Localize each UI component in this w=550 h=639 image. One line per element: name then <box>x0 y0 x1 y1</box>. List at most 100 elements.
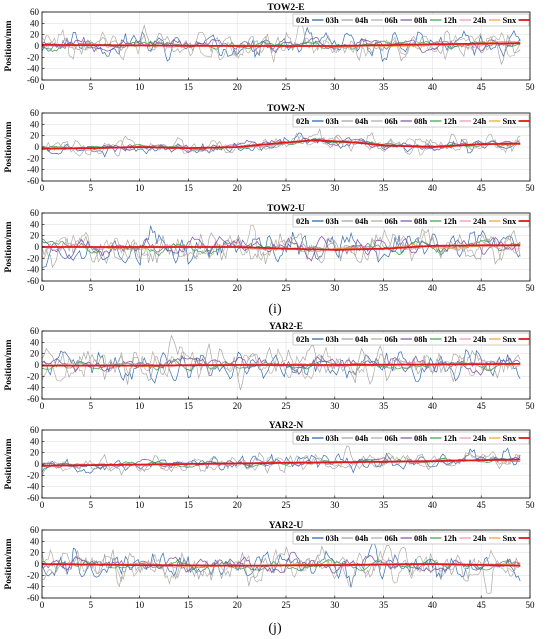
x-tick-label: 40 <box>428 283 438 293</box>
y-tick-label: -20 <box>27 52 39 62</box>
legend-label-12h: 12h <box>444 216 458 226</box>
y-tick-label: 60 <box>30 425 40 435</box>
y-tick-label: 60 <box>30 7 40 17</box>
y-tick-label: -60 <box>27 493 39 503</box>
y-axis-label: Position/mm <box>4 121 14 172</box>
x-tick-label: 35 <box>379 82 389 92</box>
legend-label-24h: 24h <box>473 533 487 543</box>
x-tick-label: 10 <box>135 183 145 193</box>
y-tick-label: -40 <box>27 265 39 275</box>
series-Snx <box>42 458 521 467</box>
legend-label-06h: 06h <box>385 533 399 543</box>
x-tick-label: 25 <box>282 401 292 411</box>
panel-tow2-u: 0 5 10 15 20 25 30 35 40 45 50-60-40-200204060Posi… <box>4 204 535 293</box>
x-tick-label: 10 <box>135 283 145 293</box>
panel-title: TOW2-U <box>267 204 305 214</box>
x-tick-label: 40 <box>428 401 438 411</box>
legend-label-08h: 08h <box>414 433 428 443</box>
legend-label-03h: 03h <box>326 334 340 344</box>
x-tick-label: 25 <box>282 500 292 510</box>
series-Snx <box>42 563 521 567</box>
y-tick-label: 40 <box>30 119 40 129</box>
legend-label-Snx: Snx <box>503 15 517 25</box>
y-axis-label: Position/mm <box>4 20 14 71</box>
y-tick-label: -40 <box>27 165 39 175</box>
legend-label-Snx: Snx <box>503 216 517 226</box>
legend-label-Snx: Snx <box>503 533 517 543</box>
x-tick-label: 30 <box>330 82 340 92</box>
y-tick-label: 0 <box>35 360 40 370</box>
y-tick-label: 60 <box>30 108 40 118</box>
x-tick-label: 0 <box>40 500 45 510</box>
x-tick-label: 15 <box>184 283 194 293</box>
x-tick-label: 40 <box>428 600 438 610</box>
legend-label-24h: 24h <box>473 15 487 25</box>
y-tick-label: -40 <box>27 64 39 74</box>
x-tick-label: 0 <box>40 600 45 610</box>
x-tick-label: 5 <box>89 283 94 293</box>
legend-label-03h: 03h <box>326 116 340 126</box>
legend: 02h 03h 04h 06h 08h 12h 24h Snx <box>292 13 530 27</box>
legend: 02h 03h 04h 06h 08h 12h 24h Snx <box>292 114 530 128</box>
x-tick-label: 20 <box>233 82 243 92</box>
figure-label-i: (i) <box>268 302 282 317</box>
x-tick-label: 40 <box>428 82 438 92</box>
x-tick-label: 30 <box>330 500 340 510</box>
legend-label-02h: 02h <box>296 533 310 543</box>
x-tick-label: 30 <box>330 183 340 193</box>
x-tick-label: 15 <box>184 500 194 510</box>
panel-tow2-n: 0 5 10 15 20 25 30 35 40 45 50-60-40-200204060Posi… <box>4 104 535 193</box>
x-tick-label: 15 <box>184 600 194 610</box>
y-tick-label: -60 <box>27 394 39 404</box>
x-tick-label: 0 <box>40 401 45 411</box>
x-tick-label: 10 <box>135 82 145 92</box>
legend-label-08h: 08h <box>414 216 428 226</box>
y-tick-label: 0 <box>35 142 40 152</box>
legend-label-Snx: Snx <box>503 433 517 443</box>
y-tick-label: -40 <box>27 482 39 492</box>
panel-title: TOW2-N <box>267 104 305 114</box>
x-tick-label: 45 <box>477 183 487 193</box>
series-02h <box>42 348 521 384</box>
y-tick-label: 60 <box>30 326 40 336</box>
legend-label-12h: 12h <box>444 433 458 443</box>
y-tick-label: 0 <box>35 41 40 51</box>
x-tick-label: 45 <box>477 82 487 92</box>
x-tick-label: 5 <box>89 600 94 610</box>
legend-label-24h: 24h <box>473 216 487 226</box>
y-tick-label: 20 <box>30 231 40 241</box>
legend-label-12h: 12h <box>444 334 458 344</box>
y-axis-label: Position/mm <box>4 438 14 489</box>
y-tick-label: -60 <box>27 75 39 85</box>
legend-label-03h: 03h <box>326 216 340 226</box>
legend-label-08h: 08h <box>414 116 428 126</box>
y-tick-label: -60 <box>27 176 39 186</box>
legend-label-24h: 24h <box>473 433 487 443</box>
series-group <box>42 128 521 158</box>
series-group <box>42 224 521 269</box>
legend-label-04h: 04h <box>355 15 369 25</box>
x-tick-label: 15 <box>184 82 194 92</box>
x-tick-label: 30 <box>330 283 340 293</box>
legend-label-08h: 08h <box>414 15 428 25</box>
x-tick-label: 50 <box>526 600 536 610</box>
y-tick-label: 20 <box>30 548 40 558</box>
y-tick-label: 40 <box>30 18 40 28</box>
y-tick-label: 40 <box>30 536 40 546</box>
y-axis-label: Position/mm <box>4 221 14 272</box>
panel-yar2-e: 0 5 10 15 20 25 30 35 40 45 50-60-40-200204060Posi… <box>4 322 535 411</box>
y-tick-label: -60 <box>27 276 39 286</box>
series-04h <box>42 224 521 263</box>
x-tick-label: 5 <box>89 183 94 193</box>
legend-label-24h: 24h <box>473 334 487 344</box>
y-axis-label: Position/mm <box>4 339 14 390</box>
legend-label-06h: 06h <box>385 15 399 25</box>
panel-title: YAR2-N <box>269 421 304 431</box>
legend-label-06h: 06h <box>385 116 399 126</box>
x-tick-label: 50 <box>526 500 536 510</box>
x-tick-label: 5 <box>89 401 94 411</box>
x-tick-label: 5 <box>89 500 94 510</box>
legend-label-Snx: Snx <box>503 116 517 126</box>
y-tick-label: -20 <box>27 570 39 580</box>
